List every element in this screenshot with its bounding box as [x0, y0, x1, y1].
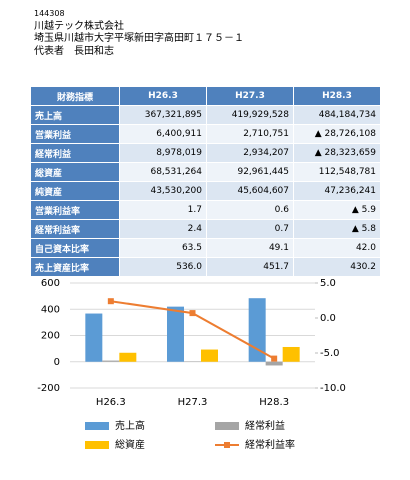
row-label: 純資産 [30, 181, 120, 201]
legend-swatch [85, 422, 109, 430]
value-cell: 42.0 [293, 238, 381, 258]
value-cell: 8,978,019 [119, 143, 207, 163]
row-label: 総資産 [30, 162, 120, 182]
value-cell: 2,934,207 [206, 143, 294, 163]
row-label: 経常利益 [30, 143, 120, 163]
legend-label: 総資産 [115, 438, 145, 451]
value-cell: 47,236,241 [293, 181, 381, 201]
y-tick-label: 400 [41, 304, 60, 315]
value-cell: 419,929,528 [206, 105, 294, 125]
y2-tick-label: 5.0 [320, 278, 336, 289]
x-tick-label: H28.3 [259, 397, 289, 408]
bar [282, 346, 300, 362]
row-label: 営業利益率 [30, 200, 120, 220]
value-cell: 0.7 [206, 219, 294, 239]
header-cell: H26.3 [119, 86, 207, 106]
header-cell: H28.3 [293, 86, 381, 106]
legend-swatch [224, 442, 230, 448]
value-cell: ▲ 5.9 [293, 200, 381, 220]
value-cell: 536.0 [119, 257, 207, 277]
y2-tick-label: 0.0 [320, 313, 336, 324]
chart: -200 0 200 400 600 -10.0 -5.0 0.0 5.0 H26.3 H27.3 H… [37, 278, 346, 451]
value-cell: 2,710,751 [206, 124, 294, 144]
y2-tick-label: -5.0 [320, 348, 340, 359]
value-cell: ▲ 28,323,659 [293, 143, 381, 163]
header-row: 財務指標 H26.3 H27.3 H28.3 [30, 86, 381, 106]
value-cell: 451.7 [206, 257, 294, 277]
value-cell: 2.4 [119, 219, 207, 239]
table-row: 純資産 43,530,200 45,604,607 47,236,241 [30, 181, 381, 201]
row-label: 営業利益 [30, 124, 120, 144]
table-row: 総資産 68,531,264 92,961,445 112,548,781 [30, 162, 381, 182]
code: 144308 [34, 9, 65, 18]
table-row: 経常利益率 2.4 0.7 ▲ 5.8 [30, 219, 381, 239]
value-cell: 430.2 [293, 257, 381, 277]
table-row: 売上高 367,321,895 419,929,528 484,184,734 [30, 105, 381, 125]
row-label: 自己資本比率 [30, 238, 120, 258]
bar [201, 349, 218, 362]
header-cell: H27.3 [206, 86, 294, 106]
company: 川越テック株式会社 [34, 20, 124, 32]
legend-swatch [85, 441, 109, 449]
row-label: 経常利益率 [30, 219, 120, 239]
value-cell: 92,961,445 [206, 162, 294, 182]
row-label: 売上高 [30, 105, 120, 125]
value-cell: 43,530,200 [119, 181, 207, 201]
value-cell: 49.1 [206, 238, 294, 258]
value-cell: ▲ 28,726,108 [293, 124, 381, 144]
bar [265, 361, 283, 366]
header-cell: 財務指標 [30, 86, 120, 106]
representative: 代表者 長田和志 [34, 45, 114, 57]
bar [167, 306, 184, 362]
row-label: 売上資産比率 [30, 257, 120, 277]
legend-label: 経常利益 [245, 419, 285, 432]
value-cell: 63.5 [119, 238, 207, 258]
legend-label: 売上高 [115, 419, 145, 432]
table-row: 経常利益 8,978,019 2,934,207 ▲ 28,323,659 [30, 143, 381, 163]
table-row: 営業利益 6,400,911 2,710,751 ▲ 28,726,108 [30, 124, 381, 144]
y-tick-label: 600 [41, 278, 60, 289]
value-cell: 367,321,895 [119, 105, 207, 125]
table-row: 営業利益率 1.7 0.6 ▲ 5.9 [30, 200, 381, 220]
legend-label: 経常利益率 [245, 438, 295, 451]
y2-tick-label: -10.0 [320, 383, 346, 394]
value-cell: 1.7 [119, 200, 207, 220]
x-tick-label: H27.3 [178, 397, 208, 408]
financial-table: 財務指標 H26.3 H27.3 H28.3 売上高 367,321,895 419,929… [30, 86, 381, 277]
y-tick-label: 200 [41, 331, 60, 342]
table-row: 売上資産比率 536.0 451.7 430.2 [30, 257, 381, 277]
bar [119, 352, 137, 362]
value-cell: 45,604,607 [206, 181, 294, 201]
legend-swatch [215, 422, 239, 430]
line-point [271, 355, 278, 362]
line-point [107, 298, 114, 305]
table-row: 自己資本比率 63.5 49.1 42.0 [30, 238, 381, 258]
x-tick-label: H26.3 [96, 397, 126, 408]
address: 埼玉県川越市大字平塚新田字高田町１７５－１ [34, 33, 244, 44]
header: 144308 川越テック株式会社 埼玉県川越市大字平塚新田字高田町１７５－１ 代… [34, 8, 244, 58]
bar [85, 313, 103, 362]
value-cell: 0.6 [206, 200, 294, 220]
y-tick-label: -200 [37, 383, 60, 394]
bar [102, 360, 120, 362]
y-tick-label: 0 [54, 357, 60, 368]
value-cell: ▲ 5.8 [293, 219, 381, 239]
value-cell: 6,400,911 [119, 124, 207, 144]
value-cell: 112,548,781 [293, 162, 381, 182]
value-cell: 68,531,264 [119, 162, 207, 182]
value-cell: 484,184,734 [293, 105, 381, 125]
line-point [189, 310, 196, 317]
